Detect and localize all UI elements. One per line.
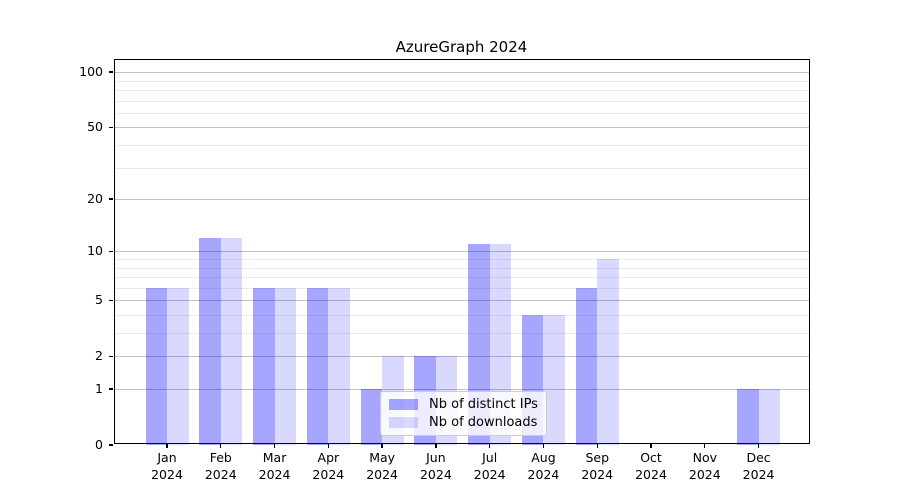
y-tick-5 <box>108 299 113 301</box>
plot-area <box>113 59 810 445</box>
bar-jan-2024-distinct-ips <box>145 287 167 445</box>
minor-gridline-8 <box>114 267 809 269</box>
x-tick-12 <box>757 444 760 448</box>
x-tick-3 <box>273 444 276 448</box>
major-gridline-100 <box>114 72 809 74</box>
minor-gridline-6 <box>114 287 809 289</box>
x-tick-label-4: Apr 2024 <box>312 450 345 482</box>
bar-jan-2024-downloads <box>167 287 189 445</box>
chart-title: AzureGraph 2024 <box>395 38 528 56</box>
legend-label-downloads: Nb of downloads <box>429 415 538 430</box>
minor-gridline-3 <box>114 333 809 335</box>
bar-sep-2024-distinct-ips <box>575 287 598 445</box>
bar-aug-2024-downloads <box>543 314 565 445</box>
y-tick-2 <box>108 355 113 357</box>
legend-swatch-distinct-ips-icon <box>389 399 418 410</box>
x-tick-9 <box>596 444 598 448</box>
x-tick-label-6: Jun 2024 <box>419 450 452 482</box>
major-gridline-1 <box>114 389 809 390</box>
legend-label-distinct-ips: Nb of distinct IPs <box>429 397 538 412</box>
major-gridline-10 <box>114 251 809 253</box>
minor-gridline-60 <box>114 112 809 114</box>
y-tick-1 <box>108 388 113 390</box>
bar-dec-2024-distinct-ips <box>737 389 759 445</box>
x-tick-11 <box>704 444 706 448</box>
x-tick-8 <box>542 444 545 448</box>
major-gridline-50 <box>114 127 809 129</box>
y-tick-50 <box>108 126 113 129</box>
x-tick-4 <box>327 444 330 448</box>
x-tick-1 <box>166 444 168 448</box>
bar-dec-2024-downloads <box>758 389 781 445</box>
bar-may-2024-distinct-ips <box>360 389 383 445</box>
x-tick-2 <box>220 444 222 448</box>
y-tick-label-1: 1 <box>95 380 103 396</box>
x-tick-7 <box>488 444 491 448</box>
minor-gridline-4 <box>114 314 809 316</box>
x-tick-label-2: Feb 2024 <box>204 450 237 482</box>
x-tick-6 <box>435 444 437 448</box>
y-tick-label-20: 20 <box>87 190 103 206</box>
x-tick-label-1: Jan 2024 <box>151 450 183 482</box>
major-gridline-2 <box>114 356 809 358</box>
minor-gridline-30 <box>114 167 809 169</box>
x-tick-label-7: Jul 2024 <box>473 450 506 482</box>
bar-apr-2024-distinct-ips <box>306 287 329 445</box>
bar-apr-2024-downloads <box>328 287 350 445</box>
x-tick-label-5: May 2024 <box>366 450 399 482</box>
x-tick-label-8: Aug 2024 <box>527 450 560 482</box>
legend: Nb of distinct IPs Nb of downloads <box>380 391 547 436</box>
x-tick-label-9: Sep 2024 <box>581 450 614 482</box>
y-tick-label-100: 100 <box>79 63 103 79</box>
bar-feb-2024-downloads <box>220 237 243 445</box>
x-tick-5 <box>381 444 383 448</box>
y-tick-label-50: 50 <box>87 119 103 135</box>
y-tick-10 <box>108 250 113 252</box>
minor-gridline-40 <box>114 145 809 147</box>
y-tick-100 <box>108 71 113 73</box>
bar-feb-2024-distinct-ips <box>199 237 221 445</box>
y-tick-label-2: 2 <box>95 348 103 363</box>
major-gridline-20 <box>114 199 809 201</box>
x-tick-label-11: Nov 2024 <box>688 450 721 482</box>
y-tick-20 <box>108 198 113 200</box>
y-tick-0 <box>108 444 113 446</box>
bar-mar-2024-downloads <box>274 287 297 445</box>
x-tick-10 <box>650 444 652 448</box>
minor-gridline-7 <box>114 277 809 279</box>
y-tick-label-5: 5 <box>95 292 103 307</box>
bar-sep-2024-downloads <box>597 259 619 445</box>
x-tick-label-10: Oct 2024 <box>635 450 667 482</box>
legend-item-distinct-ips: Nb of distinct IPs <box>389 397 538 412</box>
minor-gridline-9 <box>114 259 809 260</box>
bar-mar-2024-distinct-ips <box>253 287 275 445</box>
legend-swatch-downloads-icon <box>389 417 418 428</box>
x-tick-label-3: Mar 2024 <box>258 450 291 482</box>
minor-gridline-80 <box>114 90 809 92</box>
x-tick-label-12: Dec 2024 <box>742 450 775 482</box>
major-gridline-5 <box>114 300 809 302</box>
y-tick-label-10: 10 <box>87 243 103 259</box>
legend-item-downloads: Nb of downloads <box>389 415 538 430</box>
minor-gridline-90 <box>114 80 809 82</box>
minor-gridline-70 <box>114 100 809 102</box>
y-tick-label-0: 0 <box>95 436 103 452</box>
